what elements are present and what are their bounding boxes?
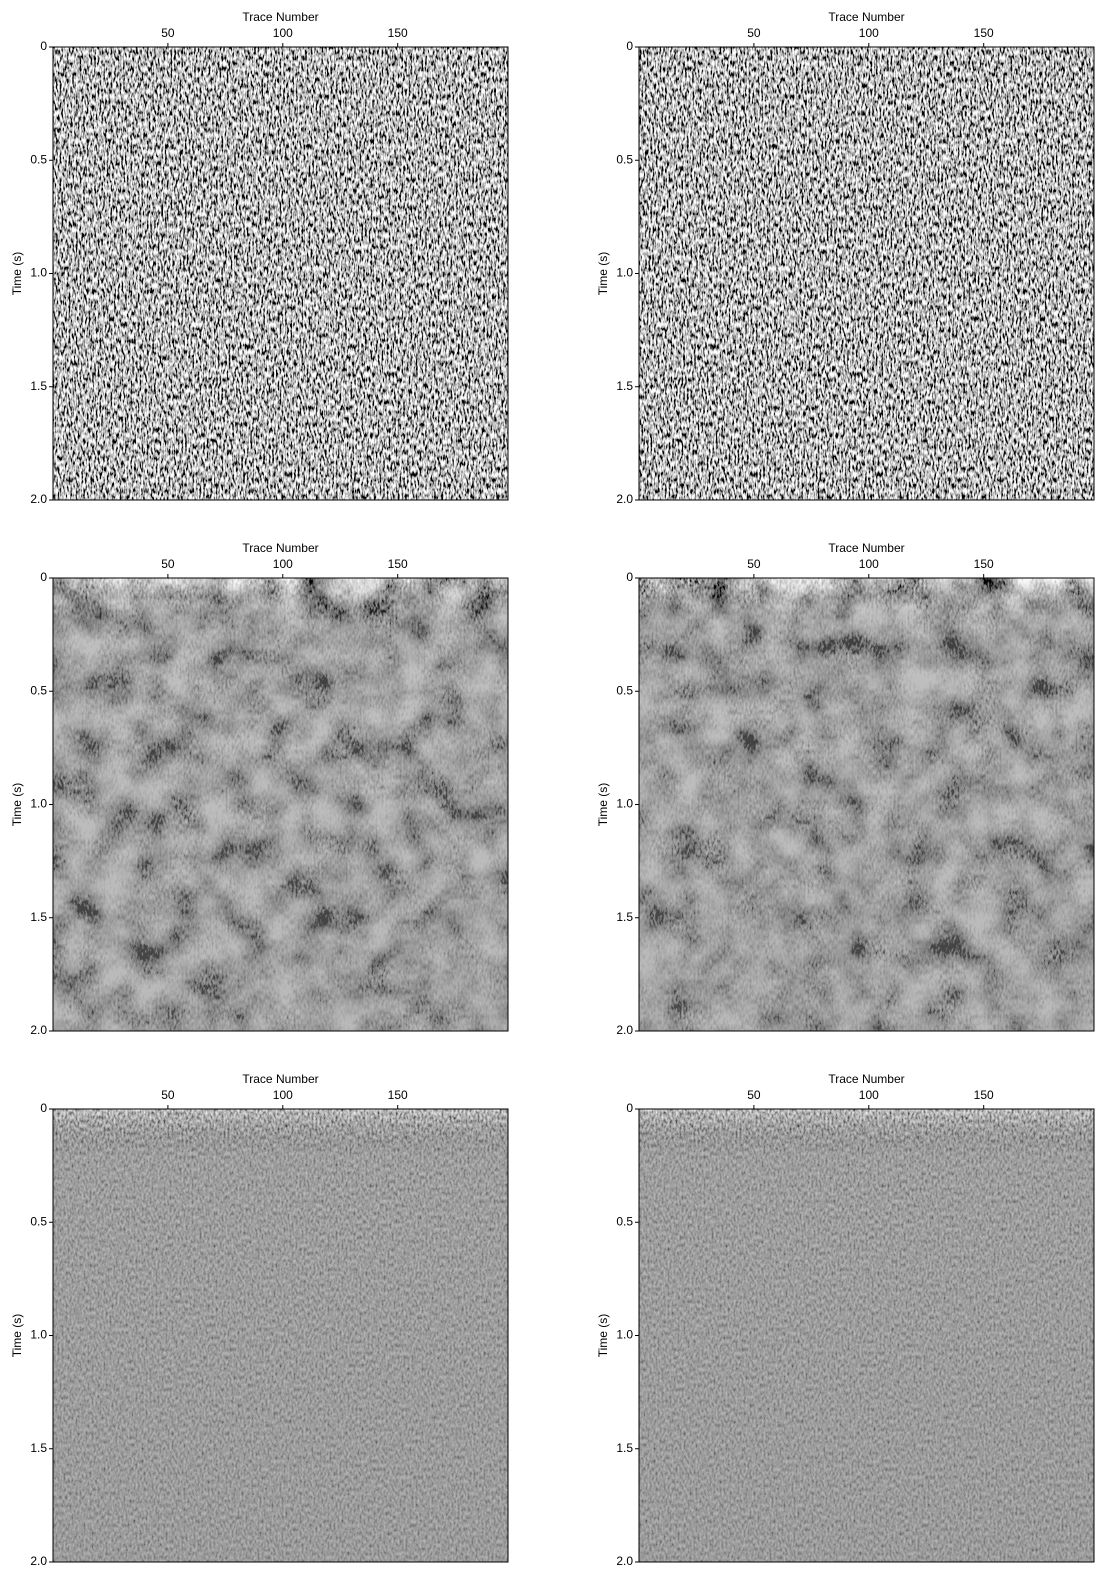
x-axis-title: Trace Number [242,10,318,24]
x-tick-label: 100 [273,1088,293,1102]
panel: Trace Number Time (s) 50 100 150 0 0.5 1.0 1.5 2.… [596,541,1094,1037]
x-tick-label: 100 [859,1088,879,1102]
y-tick-label: 1.5 [30,1441,47,1455]
x-tick-label: 150 [974,26,994,40]
y-tick-label: 2.0 [616,492,633,506]
y-tick-label: 1.0 [30,1328,47,1342]
x-axis-title: Trace Number [242,541,318,555]
y-tick-label: 1.0 [616,797,633,811]
y-tick-label: 2.0 [616,1554,633,1568]
y-tick-label: 2.0 [30,1023,47,1037]
y-tick-label: 0.5 [616,152,633,166]
seismic-image [639,47,1094,500]
x-tick-label: 50 [747,26,761,40]
image-shade [639,578,1094,1031]
y-tick-label: 0.5 [30,683,47,697]
y-tick-label: 1.0 [616,266,633,280]
x-tick-label: 150 [388,557,408,571]
y-tick-label: 0.5 [30,1214,47,1228]
x-tick-label: 150 [974,1088,994,1102]
y-axis-title: Time (s) [10,783,24,827]
y-tick-label: 0.5 [616,1214,633,1228]
y-tick-label: 1.0 [616,1328,633,1342]
y-tick-label: 1.0 [30,797,47,811]
x-tick-label: 50 [747,1088,761,1102]
y-axis-title: Time (s) [596,1314,610,1358]
y-tick-label: 1.5 [616,379,633,393]
y-tick-label: 0 [626,39,633,53]
y-tick-label: 2.0 [30,1554,47,1568]
x-tick-label: 100 [859,26,879,40]
y-tick-label: 1.5 [616,910,633,924]
y-tick-label: 1.0 [30,266,47,280]
panel: Trace Number Time (s) 50 100 150 0 0.5 1.0 1.5 2.… [596,1072,1094,1568]
y-axis-title: Time (s) [596,783,610,827]
y-axis-title: Time (s) [10,1314,24,1358]
y-tick-label: 2.0 [616,1023,633,1037]
y-tick-label: 0.5 [616,683,633,697]
y-tick-label: 0 [40,570,47,584]
x-tick-label: 100 [273,26,293,40]
x-tick-label: 100 [859,557,879,571]
panel: Trace Number Time (s) 50 100 150 0 0.5 1.0 1.5 2.… [10,541,508,1037]
x-axis-title: Trace Number [242,1072,318,1086]
x-axis-title: Trace Number [828,10,904,24]
x-tick-label: 150 [388,26,408,40]
y-axis-title: Time (s) [596,252,610,296]
y-tick-label: 1.5 [30,910,47,924]
image-shade [639,1109,1094,1562]
image-shade [53,578,508,1031]
x-tick-label: 50 [161,557,175,571]
y-tick-label: 0 [40,1101,47,1115]
y-tick-label: 1.5 [616,1441,633,1455]
y-axis-title: Time (s) [10,252,24,296]
x-tick-label: 100 [273,557,293,571]
y-tick-label: 0 [40,39,47,53]
seismic-image [53,47,508,500]
y-tick-label: 0.5 [30,152,47,166]
panel: Trace Number Time (s) 50 100 150 0 0.5 1.0 1.5 2.… [10,10,508,506]
y-tick-label: 0 [626,570,633,584]
x-tick-label: 150 [974,557,994,571]
panel: Trace Number Time (s) 50 100 150 0 0.5 1.0 1.5 2.… [596,10,1094,506]
x-axis-title: Trace Number [828,1072,904,1086]
y-tick-label: 2.0 [30,492,47,506]
figure: Trace Number Time (s) 50 100 150 0 0.5 1.0 1.5 2.… [0,0,1108,1593]
x-tick-label: 50 [161,1088,175,1102]
image-shade [53,1109,508,1562]
x-tick-label: 150 [388,1088,408,1102]
x-tick-label: 50 [747,557,761,571]
x-tick-label: 50 [161,26,175,40]
y-tick-label: 1.5 [30,379,47,393]
panel: Trace Number Time (s) 50 100 150 0 0.5 1.0 1.5 2.… [10,1072,508,1568]
y-tick-label: 0 [626,1101,633,1115]
x-axis-title: Trace Number [828,541,904,555]
